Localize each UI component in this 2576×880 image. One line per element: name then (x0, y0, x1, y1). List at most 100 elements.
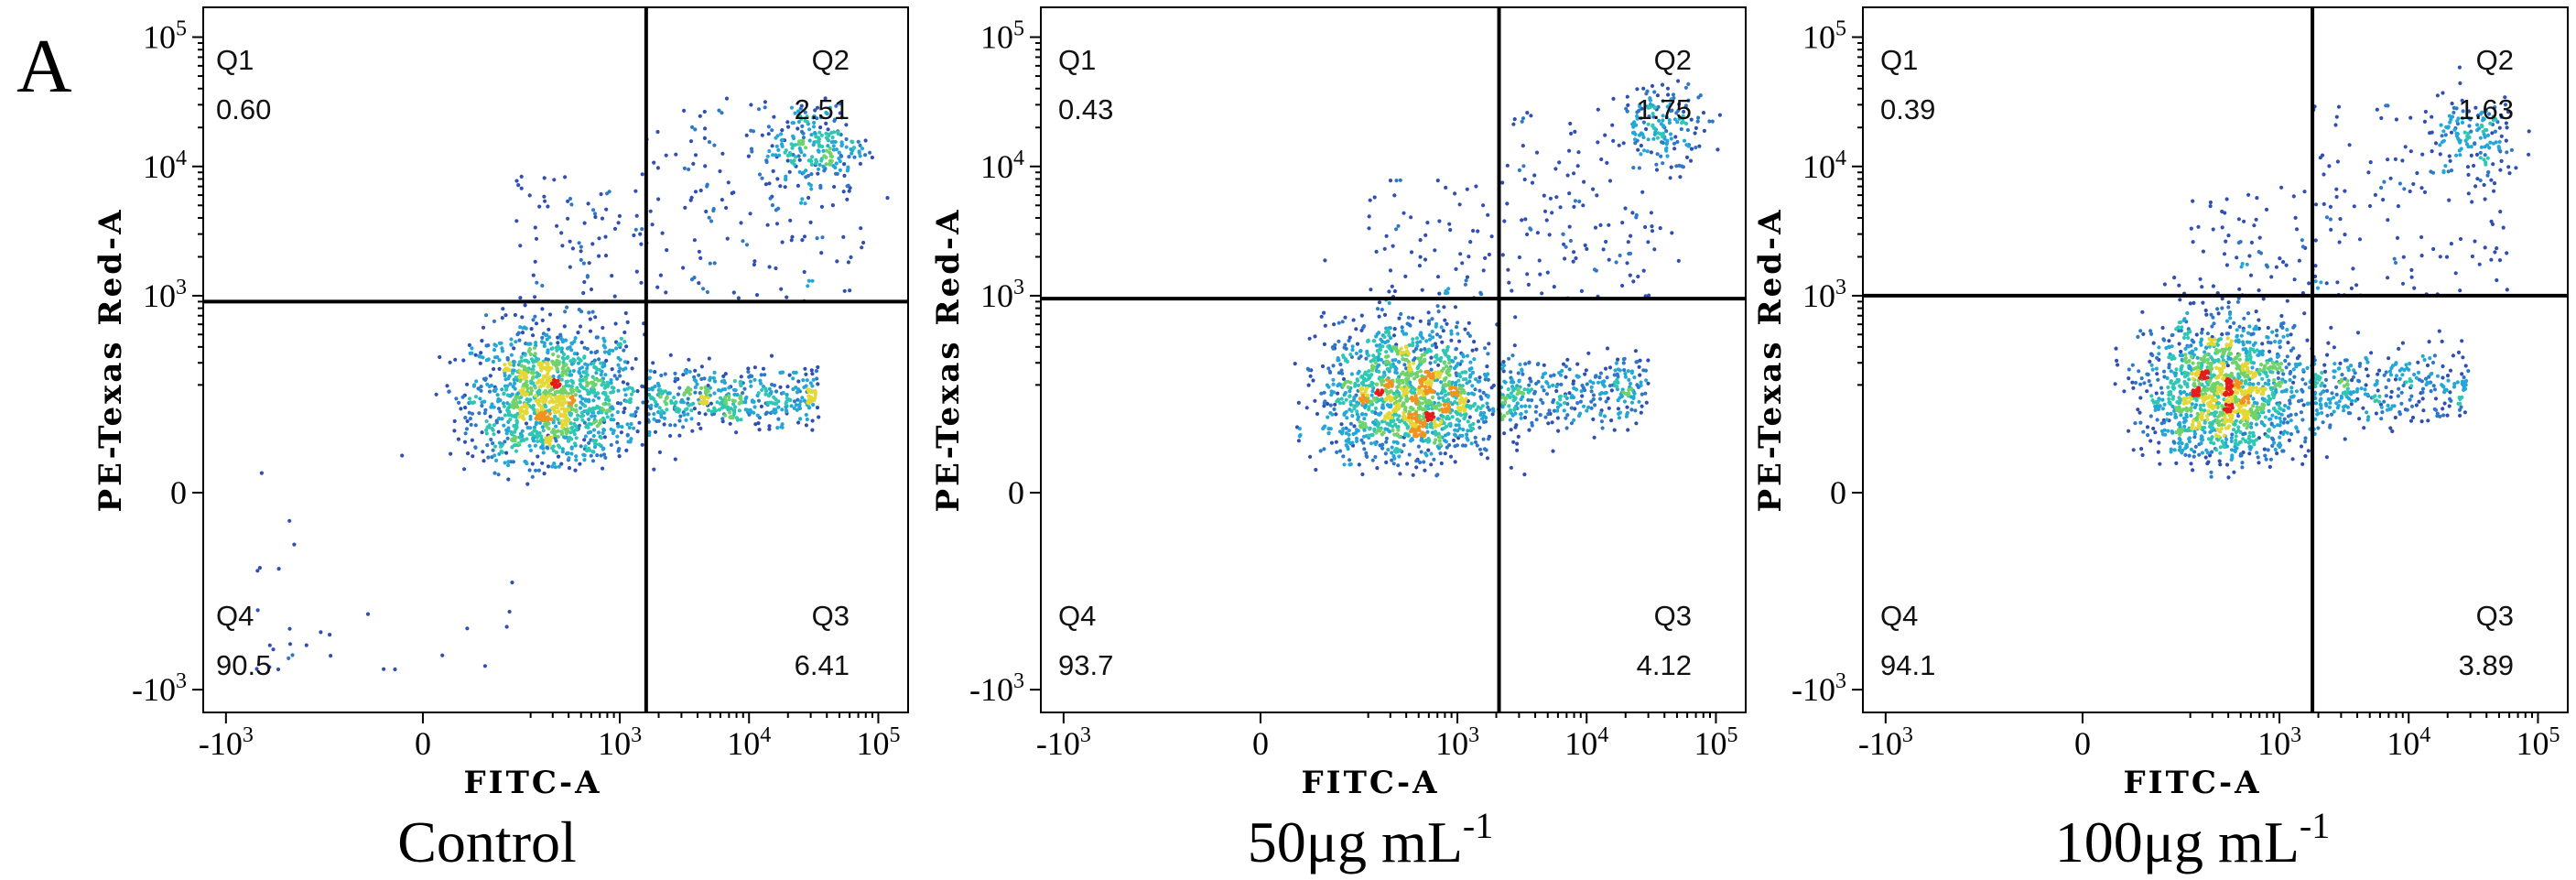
event-dot (1573, 199, 1577, 203)
event-dot (1522, 473, 1527, 477)
event-dot (1462, 408, 1467, 414)
event-dot (553, 436, 557, 440)
event-dot (1637, 399, 1641, 404)
event-dot (485, 382, 490, 386)
event-dot (579, 410, 584, 415)
event-dot (1511, 380, 1516, 385)
event-dot (1385, 421, 1390, 426)
event-dot (1547, 408, 1552, 413)
event-dot (800, 197, 805, 201)
event-dot (2127, 429, 2131, 433)
event-dot (1477, 379, 1481, 384)
event-dot (579, 257, 583, 262)
event-dot (1584, 368, 1588, 373)
event-dot (732, 379, 737, 384)
event-dot (2270, 436, 2275, 440)
event-dot (2262, 447, 2267, 451)
event-dot (1593, 375, 1597, 379)
event-dot (778, 184, 783, 189)
event-dot (1423, 385, 1428, 389)
event-dot (1563, 400, 1567, 406)
event-dot (1306, 383, 1311, 387)
event-dot (845, 197, 850, 201)
event-dot (601, 336, 606, 341)
y-axis-label: PE-Texas Red-A (92, 207, 129, 512)
event-dot (507, 409, 512, 414)
event-dot (549, 417, 554, 421)
event-dot (556, 429, 560, 433)
event-dot (2427, 340, 2431, 344)
event-dot (1390, 415, 1394, 420)
event-dot (1392, 193, 1397, 198)
event-dot (556, 341, 560, 345)
event-dot (2201, 300, 2205, 305)
event-dot (1428, 361, 1433, 365)
event-dot (2465, 165, 2471, 169)
event-dot (676, 392, 681, 397)
event-dot (1416, 444, 1421, 449)
event-dot (572, 421, 577, 427)
event-dot (470, 411, 475, 416)
event-dot (2451, 353, 2455, 358)
event-dot (858, 161, 863, 166)
event-dot (2237, 287, 2242, 291)
event-dot (1641, 268, 1646, 273)
event-dot (786, 397, 791, 402)
event-dot (1323, 323, 1327, 328)
event-dot (1585, 382, 1589, 386)
event-dot (493, 343, 499, 348)
event-dot (492, 453, 497, 458)
event-dot (1364, 356, 1369, 361)
event-dot (2192, 454, 2196, 459)
event-dot (2247, 254, 2252, 258)
event-dot (1688, 158, 1694, 163)
event-dot (1586, 405, 1591, 409)
event-dot (809, 162, 814, 167)
event-dot (1591, 417, 1596, 421)
event-dot (1694, 146, 1698, 150)
event-dot (509, 342, 514, 347)
event-dot (2501, 225, 2506, 230)
event-dot (1458, 408, 1463, 413)
event-dot (2251, 331, 2256, 336)
event-dot (1472, 340, 1477, 344)
event-dot (1313, 398, 1317, 403)
event-dot (728, 407, 732, 411)
event-dot (1458, 375, 1463, 379)
event-dot (1486, 437, 1491, 441)
event-dot (831, 144, 836, 148)
event-dot (767, 148, 772, 154)
event-dot (868, 150, 872, 155)
event-dot (531, 433, 536, 438)
event-dot (651, 361, 655, 365)
event-dot (520, 370, 525, 375)
event-dot (787, 169, 792, 174)
event-dot (850, 139, 854, 144)
event-dot (591, 361, 596, 365)
event-dot (1649, 211, 1653, 215)
event-dot (2466, 369, 2471, 374)
event-dot (2450, 101, 2454, 106)
event-dot (617, 213, 622, 218)
event-dot (563, 407, 568, 412)
event-dot (1321, 426, 1326, 431)
event-dot (585, 275, 590, 279)
event-dot (490, 426, 494, 431)
event-dot (1478, 406, 1483, 410)
event-dot (2211, 227, 2215, 232)
event-dot (1629, 400, 1635, 405)
event-dot (2138, 396, 2143, 400)
event-dot (1552, 397, 1556, 402)
event-dot (1350, 344, 1355, 349)
event-dot (2399, 401, 2404, 406)
event-dot (748, 212, 752, 216)
event-dot (496, 429, 501, 434)
event-dot (276, 567, 281, 571)
event-dot (815, 236, 819, 241)
event-dot (510, 368, 514, 373)
event-dot (329, 654, 333, 658)
event-dot (1666, 92, 1671, 97)
event-dot (2281, 320, 2286, 325)
event-dot (1348, 458, 1352, 462)
event-dot (763, 182, 769, 187)
